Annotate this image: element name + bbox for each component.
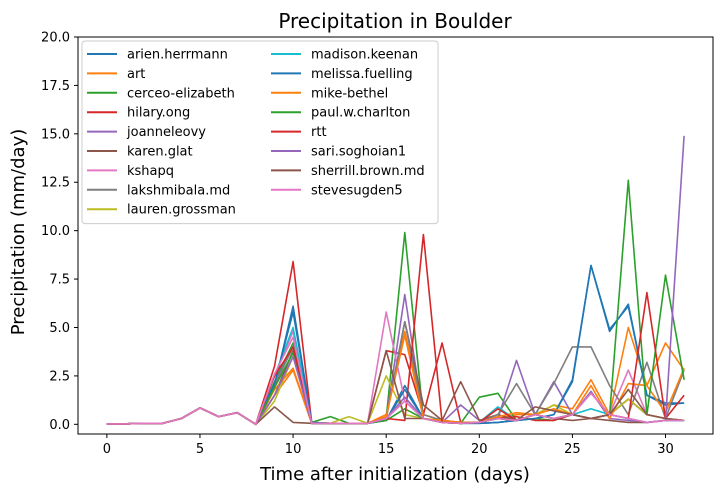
plot-frame	[77, 36, 714, 435]
legend-label: sari.soghoian1	[311, 145, 406, 160]
legend-item: sherrill.brown.md	[271, 164, 425, 179]
y-tick-label: 2.5	[49, 369, 70, 384]
legend-label: lauren.grossman	[127, 203, 236, 218]
legend-item: hilary.ong	[87, 106, 190, 121]
legend-label: melissa.fuelling	[311, 67, 413, 82]
legend-item: karen.glat	[87, 145, 193, 160]
x-tick-label: 25	[564, 442, 581, 457]
legend-item: kshapq	[87, 164, 174, 179]
x-tick-label: 20	[471, 442, 488, 457]
y-tick-label: 15.0	[41, 127, 70, 142]
legend-label: karen.glat	[127, 145, 193, 160]
legend-label: arien.herrmann	[127, 48, 228, 63]
y-tick-label: 10.0	[41, 224, 70, 239]
y-tick-label: 7.5	[49, 273, 70, 288]
chart-title: Precipitation in Boulder	[278, 9, 512, 33]
x-tick-label: 0	[103, 442, 111, 457]
legend: arien.herrmann art cerceo-elizabeth hilary.…	[81, 40, 439, 225]
x-tick-label: 5	[196, 442, 204, 457]
legend-item: lauren.grossman	[87, 203, 236, 218]
legend-label: cerceo-elizabeth	[127, 86, 235, 101]
legend-label: madison.keenan	[311, 48, 418, 63]
x-axis: 0 5 10 15 20 25 30	[103, 434, 674, 457]
legend-label: rtt	[311, 125, 327, 140]
legend-item: art	[87, 67, 145, 82]
legend-item: paul.w.charlton	[271, 106, 410, 121]
legend-item: joanneleovy	[87, 125, 206, 140]
y-axis: 0.0 2.5 5.0 7.5 10.0 12.5 15.0 17.5 20.0	[41, 31, 78, 433]
legend-label: mike-bethel	[311, 86, 388, 101]
legend-label: paul.w.charlton	[311, 106, 410, 121]
legend-item: cerceo-elizabeth	[87, 86, 235, 101]
legend-box	[81, 40, 439, 225]
legend-item: mike-bethel	[271, 86, 388, 101]
legend-label: sherrill.brown.md	[311, 164, 425, 179]
x-axis-title: Time after initialization (days)	[259, 464, 530, 485]
y-tick-label: 5.0	[49, 321, 70, 336]
x-tick-label: 15	[378, 442, 395, 457]
y-axis-title: Precipitation (mm/day)	[8, 129, 29, 336]
legend-label: kshapq	[127, 164, 174, 179]
y-tick-label: 0.0	[49, 418, 70, 433]
y-tick-label: 20.0	[41, 31, 70, 46]
legend-label: hilary.ong	[127, 106, 190, 121]
legend-label: lakshmibala.md	[127, 183, 230, 198]
x-tick-label: 10	[285, 442, 302, 457]
legend-item: rtt	[271, 125, 327, 140]
legend-item: stevesugden5	[271, 183, 403, 198]
x-tick-label: 30	[657, 442, 674, 457]
series-line-stevesugden5	[106, 336, 685, 426]
series-layer	[106, 135, 685, 426]
legend-label: art	[127, 67, 145, 82]
legend-label: joanneleovy	[126, 125, 206, 140]
legend-item: sari.soghoian1	[271, 145, 406, 160]
legend-item: lakshmibala.md	[87, 183, 230, 198]
y-tick-label: 12.5	[41, 176, 70, 191]
y-tick-label: 17.5	[41, 79, 70, 94]
legend-item: melissa.fuelling	[271, 67, 413, 82]
legend-item: arien.herrmann	[87, 48, 228, 63]
legend-label: stevesugden5	[311, 183, 403, 198]
legend-item: madison.keenan	[271, 48, 418, 63]
